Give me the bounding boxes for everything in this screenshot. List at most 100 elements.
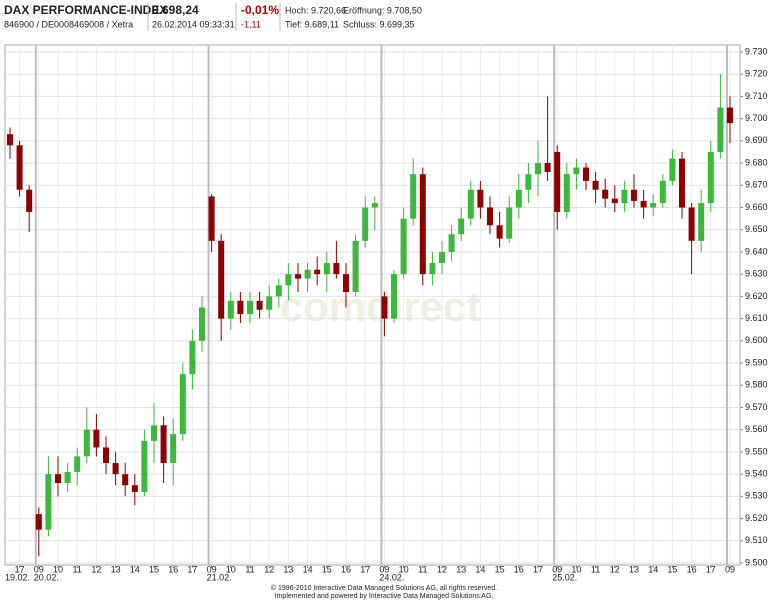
x-tick-label: 12 [91,564,101,574]
candle-body [659,180,666,204]
x-tick-label: 17 [533,564,543,574]
y-tick-label: 9.550 [745,446,768,456]
candle-body [352,240,359,292]
candle-body [573,167,580,175]
candle-body [467,189,474,219]
candle-body [275,285,282,297]
candle-body [35,514,42,530]
y-tick-label: 9.660 [745,202,768,212]
x-tick-label: 14 [648,564,658,574]
open: Eröffnung: 9.708,50 [343,5,422,15]
candle-body [717,107,724,152]
candle-body [698,203,705,241]
x-tick-label: 15 [322,564,332,574]
candle-body [640,200,647,208]
candle-body [333,263,340,275]
candle-body [391,274,397,319]
ids: 846900 / DE0008469008 / Xetra [4,19,133,29]
y-tick-label: 9.710 [745,91,768,101]
candle-body [362,207,369,241]
date-label: 19.02. [5,572,30,582]
candle-body [285,274,292,286]
candle-body [141,440,148,492]
candle-body [429,263,436,275]
powered-by: Implemented and powered by Interactive D… [275,593,494,600]
candle-body [458,218,465,235]
y-tick-label: 9.670 [745,180,768,190]
x-tick-label: 15 [149,564,159,574]
x-tick-label: 16 [514,564,524,574]
copyright: © 1996-2010 Interactive Data Managed Sol… [271,584,497,592]
x-tick-label: 12 [264,564,274,574]
x-tick-label: 13 [629,564,639,574]
candle-body [237,300,244,315]
x-tick-label: 15 [495,564,505,574]
candle-body [506,207,513,239]
candle-body [170,434,177,464]
x-tick-label: 13 [456,564,466,574]
low: Tief: 9.689,11 [285,19,339,29]
date-label: 24.02. [379,572,404,582]
candle-body [112,463,119,475]
y-tick-label: 9.520 [745,513,768,523]
index-title: DAX PERFORMANCE-INDEX [4,3,167,17]
change-abs: -1,11 [241,19,261,29]
x-tick-label: 09 [207,564,217,574]
y-tick-label: 9.690 [745,135,768,145]
candle-body [650,203,657,208]
candle-body [160,425,167,464]
candle-body [496,225,503,239]
candle-body [371,203,378,208]
candle-body [16,145,23,190]
watermark: comdirect [280,283,481,330]
y-tick-label: 9.620 [745,291,768,301]
candle-body [26,189,33,212]
x-tick-label: 11 [591,564,600,574]
candle-body [55,474,61,484]
candle-body [227,300,234,319]
y-tick-label: 9.570 [745,402,768,412]
candle-body [477,189,484,208]
x-tick-label: 11 [418,564,427,574]
y-tick-label: 9.680 [745,157,768,167]
y-tick-label: 9.510 [745,535,768,545]
x-tick-label: 13 [111,564,121,574]
candle-body [669,158,676,181]
y-tick-label: 9.500 [745,557,768,567]
candle-body [199,307,205,341]
candle-body [64,471,71,484]
candle-body [679,158,685,208]
y-tick-label: 9.650 [745,224,768,234]
candle-body [314,269,321,275]
x-tick-label: 17 [15,564,25,574]
x-tick-label: 10 [571,564,581,574]
y-tick-label: 9.560 [745,424,768,434]
candle-body [295,274,301,279]
candle-body [323,263,330,275]
x-tick-label: 09 [552,564,562,574]
candle-body [535,163,541,175]
candle-body [208,196,215,241]
candle-body [487,207,493,226]
candle-body [707,151,714,204]
date-label: 25.02. [552,572,577,582]
x-tick-label: 15 [667,564,677,574]
candle-body [218,240,225,319]
y-tick-label: 9.540 [745,469,768,479]
plot-frame [4,44,741,566]
y-tick-label: 9.580 [745,380,768,390]
x-tick-label: 09 [34,564,44,574]
x-tick-label: 16 [168,564,178,574]
candle-body [727,107,733,124]
candle-body [179,374,186,435]
date-label: 20.02. [34,572,59,582]
candle-body [554,151,561,212]
candle-body [7,134,13,146]
candle-body [448,234,455,252]
x-tick-label: 11 [245,564,254,574]
date-label: 21.02. [207,572,232,582]
close: Schluss: 9.699,35 [343,19,415,29]
x-tick-label: 10 [53,564,63,574]
candle-body [266,296,273,310]
candle-body [410,174,417,219]
